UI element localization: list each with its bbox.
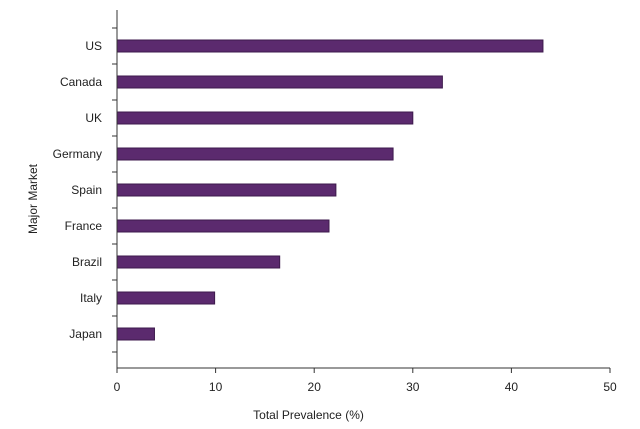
x-tick-label: 40 xyxy=(505,380,519,394)
bar-uk xyxy=(116,111,414,125)
x-tick-label: 0 xyxy=(114,380,121,394)
x-tick-label: 30 xyxy=(406,380,420,394)
bar-germany xyxy=(116,147,394,161)
bar-brazil xyxy=(116,255,281,269)
bars-layer xyxy=(116,39,544,341)
y-tick-label: Brazil xyxy=(72,255,102,269)
x-axis-title: Total Prevalence (%) xyxy=(253,408,364,422)
y-tick-label: Japan xyxy=(69,327,102,341)
axes-layer xyxy=(116,10,610,369)
y-tick-label: Canada xyxy=(60,75,102,89)
x-tick-label: 20 xyxy=(308,380,322,394)
bar-france xyxy=(116,219,330,233)
y-tick-label: Italy xyxy=(80,291,102,305)
y-tick-label: UK xyxy=(85,111,102,125)
y-axis-title: Major Market xyxy=(26,163,40,234)
labels-layer: US Canada UK Germany Spain France Brazil Italy J… xyxy=(53,39,617,394)
bar-italy xyxy=(116,291,216,305)
y-tick-label: Spain xyxy=(71,183,102,197)
bar-canada xyxy=(116,75,443,89)
y-tick-label: France xyxy=(65,219,103,233)
bar-japan xyxy=(116,327,155,341)
bar-spain xyxy=(116,183,337,197)
x-tick-label: 10 xyxy=(209,380,223,394)
bar-us xyxy=(116,39,544,53)
ticks-layer xyxy=(112,27,611,373)
x-tick-label: 50 xyxy=(603,380,617,394)
y-tick-label: Germany xyxy=(53,147,102,161)
y-tick-label: US xyxy=(85,39,102,53)
